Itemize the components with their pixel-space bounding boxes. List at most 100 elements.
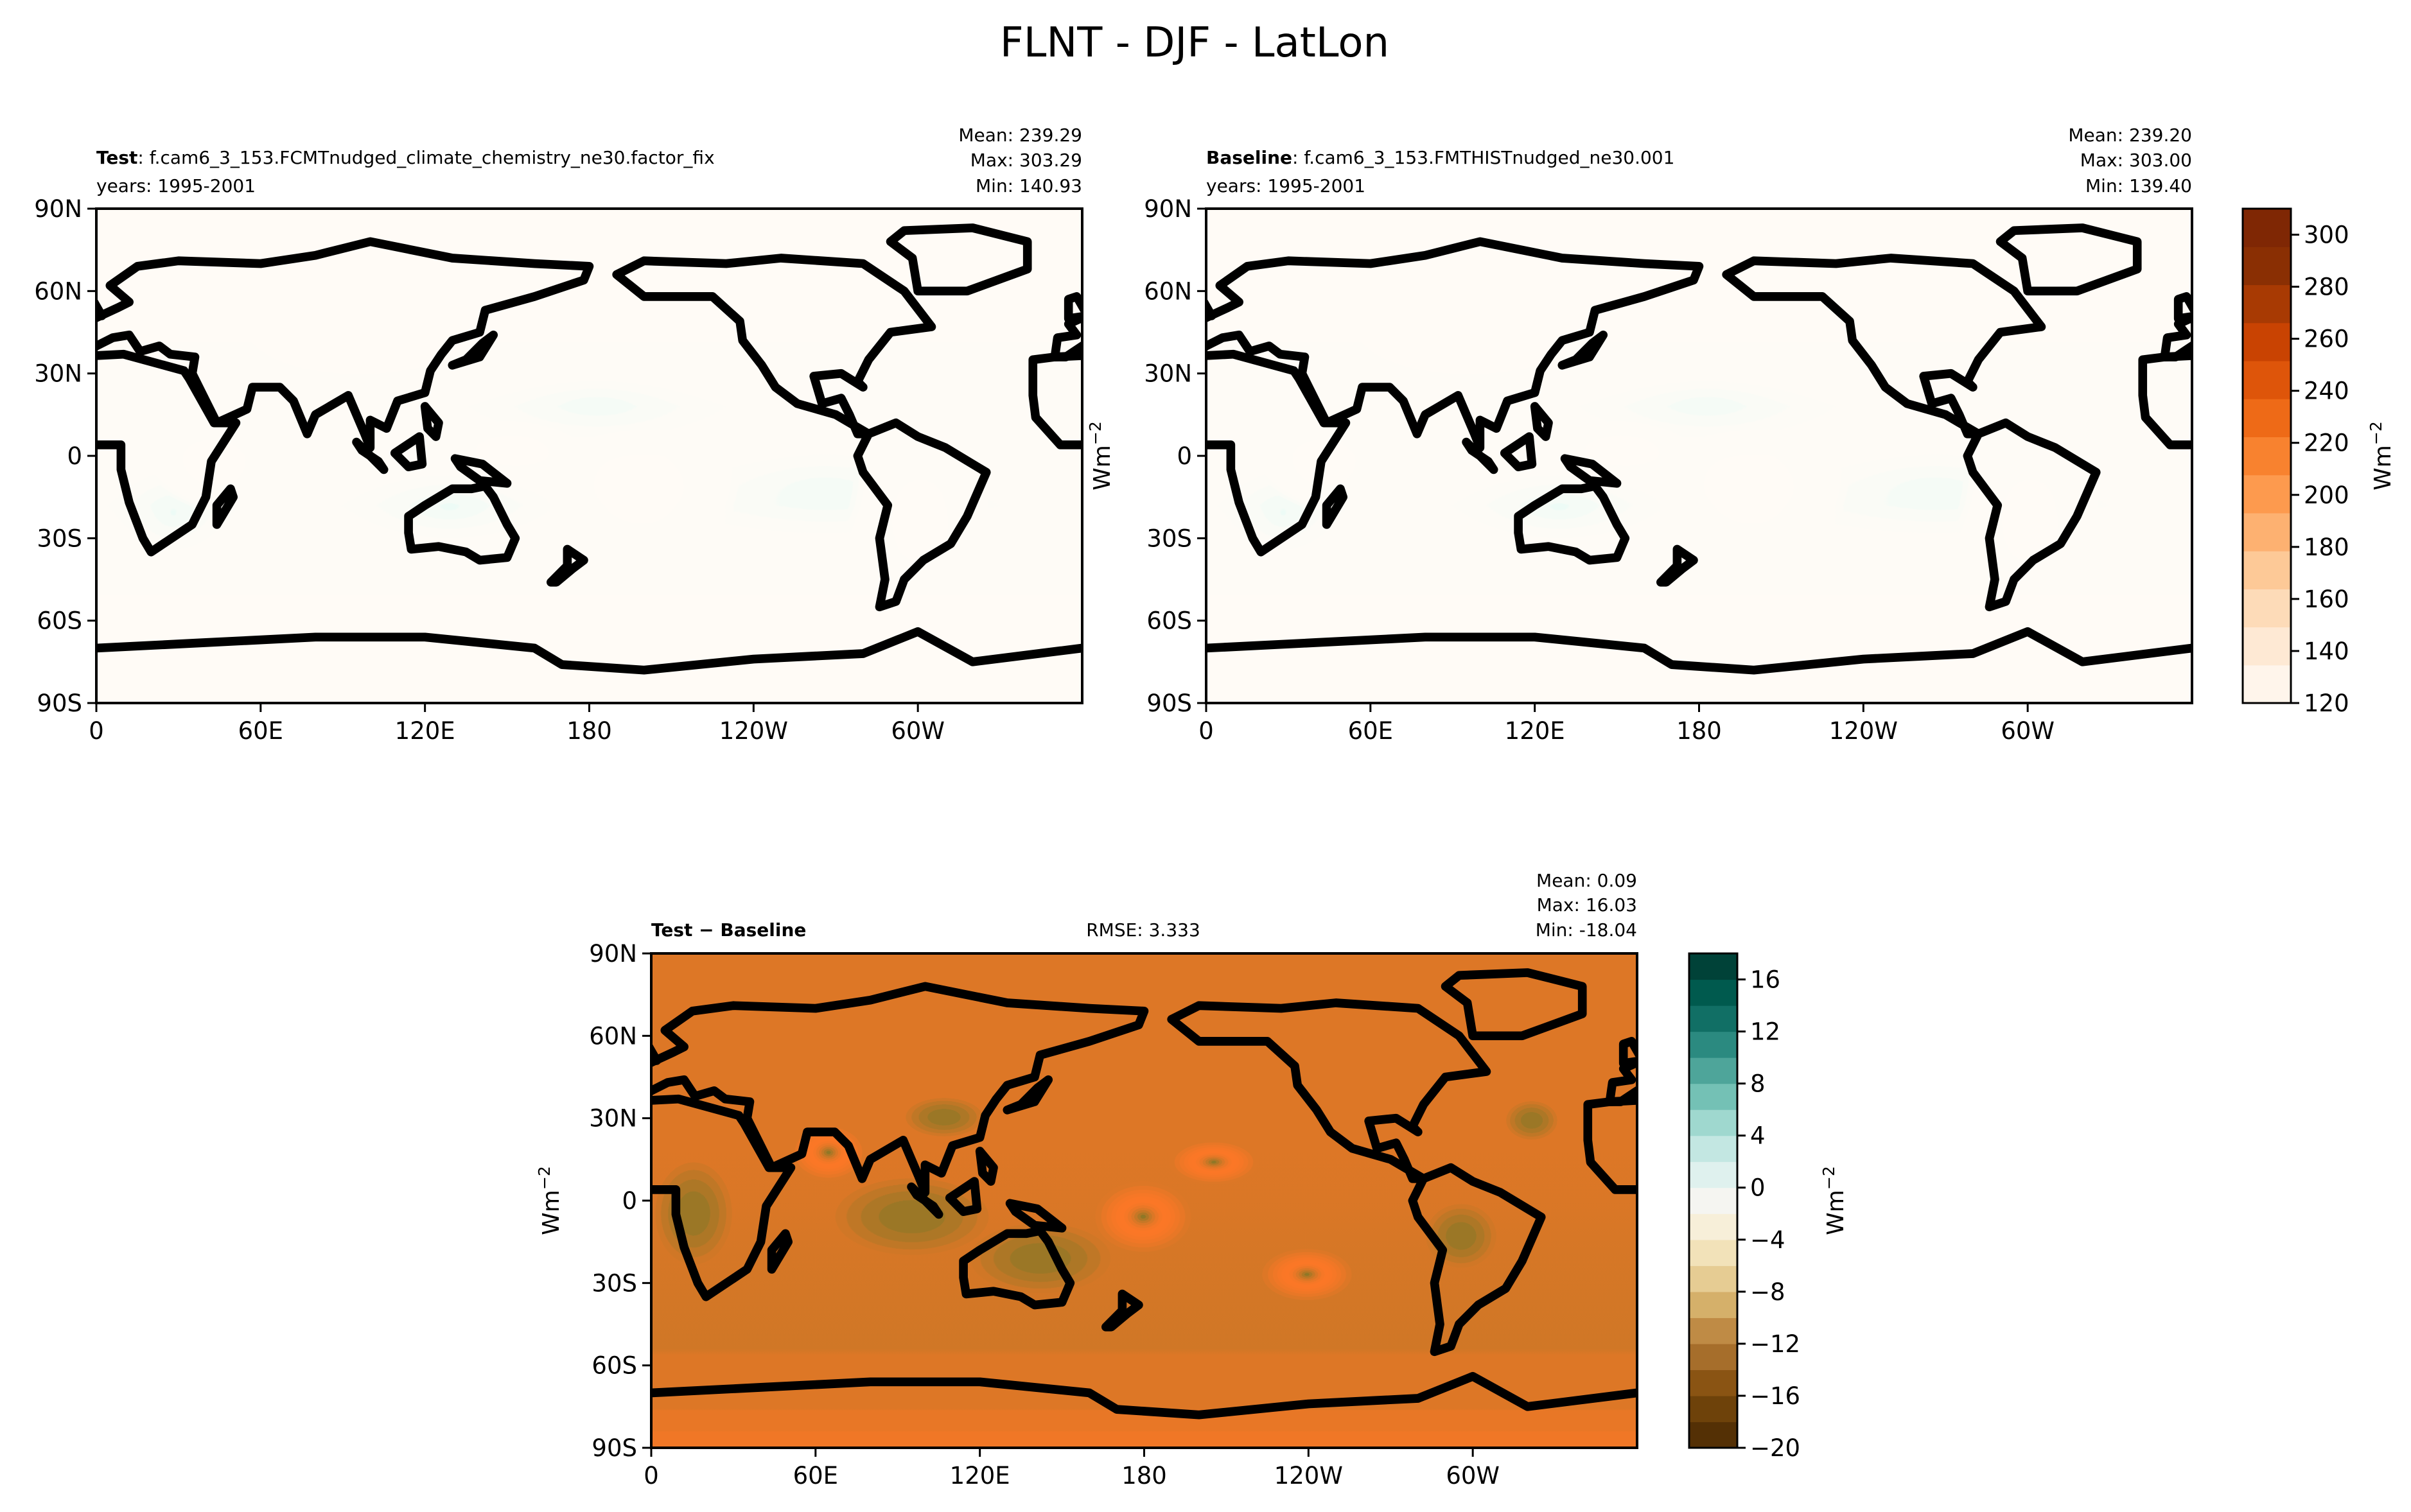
difference-xtick-label: 60E [793,1462,838,1490]
baseline-xtick-label: 0 [1198,717,1214,745]
colorbar-main-tick-label: 140 [2304,638,2349,665]
ticks-test: 90N 60N 30N 0 30S 60S 90S 0 60E 120E 180 120W 60W [34,195,945,745]
baseline-ytick-label: 30N [1144,360,1192,388]
colorbar-diff-tick-label: 12 [1750,1018,1780,1046]
difference-ytick-label: 30S [592,1269,637,1297]
colorbar-diff-tick-label: −16 [1750,1382,1800,1410]
baseline-xtick-label: 120W [1829,717,1898,745]
colorbar-diff-swatch [1689,1161,1737,1188]
colorbar-main-tick-label: 180 [2304,534,2349,561]
difference-ytick-label: 90N [589,940,637,968]
baseline-xtick-label: 60E [1348,717,1393,745]
colorbar-main-swatch [2243,665,2291,704]
colorbar-diff-swatch [1689,1239,1737,1266]
colorbar-main-tick-label: 260 [2304,326,2349,353]
difference-xtick-label: 120E [950,1462,1010,1490]
diff-mean: Mean: 0.09 [1536,870,1637,891]
colorbar-diff-swatch [1689,1057,1737,1084]
ylabel-difference: Wm−2 [535,1166,565,1235]
colorbar-diff-tick-label: −8 [1750,1278,1785,1306]
baseline-years: years: 1995-2001 [1206,175,1365,196]
test-ytick-label: 30N [34,360,82,388]
field-baseline [1206,209,2192,703]
colorbar-main-swatch [2243,627,2291,666]
baseline-ytick-label: 60N [1144,277,1192,305]
diff-max: Max: 16.03 [1537,894,1637,916]
test-label: Test: f.cam6_3_153.FCMTnudged_climate_ch… [96,147,715,168]
colorbar-diff-swatch [1689,1031,1737,1058]
colorbar-diff-swatch [1689,1291,1737,1318]
test-min: Min: 140.93 [976,175,1082,196]
colorbar-main-swatch [2243,551,2291,589]
difference-ytick-label: 90S [592,1434,637,1462]
colorbar-diff-swatch [1689,1109,1737,1136]
baseline-xtick-label: 180 [1676,717,1722,745]
colorbar-main-swatch [2243,247,2291,286]
colorbar-diff-swatch [1689,1135,1737,1162]
baseline-ytick-label: 90S [1146,690,1192,717]
colorbar-diff: −20 −16 −12 −8 −4 0 4 8 12 16 [1688,952,1800,1462]
colorbar-diff-tick-label: −20 [1750,1434,1800,1462]
colorbar-main-label: Wm−2 [2367,421,2396,491]
test-xtick-label: 180 [566,717,612,745]
baseline-ytick-label: 60S [1146,607,1192,635]
baseline-ytick-label: 30S [1146,525,1192,552]
test-xtick-label: 60W [891,717,945,745]
colorbar-main-swatch [2243,284,2291,324]
figure-title: FLNT - DJF - LatLon [1000,19,1389,67]
colorbar-main-swatch [2243,437,2291,476]
colorbar-main-swatch [2243,512,2291,552]
difference-xtick-label: 60W [1446,1462,1500,1490]
test-xtick-label: 120E [395,717,455,745]
test-years: years: 1995-2001 [96,175,256,196]
colorbar-main: 120 140 160 180 200 220 240 260 280 300 [2241,207,2349,717]
panel-baseline: Baseline: f.cam6_3_153.FMTHISTnudged_ne3… [1086,125,2193,745]
panel-test: Test: f.cam6_3_153.FCMTnudged_climate_ch… [34,125,1083,745]
test-xtick-label: 120W [719,717,788,745]
difference-ytick-label: 0 [622,1187,637,1215]
colorbar-diff-swatch [1689,1187,1737,1214]
difference-ytick-label: 60S [592,1352,637,1380]
test-ytick-label: 90S [37,690,82,717]
test-max: Max: 303.29 [970,150,1082,171]
panel-difference: Test − Baseline RMSE: 3.333 Mean: 0.09 M… [535,870,1638,1490]
colorbar-main-tick-label: 220 [2304,430,2349,457]
colorbar-main-tick-label: 240 [2304,378,2349,405]
field-difference [651,953,1637,1448]
test-mean: Mean: 239.29 [958,125,1082,146]
baseline-xtick-label: 120E [1505,717,1565,745]
baseline-label: Baseline: f.cam6_3_153.FMTHISTnudged_ne3… [1206,147,1674,168]
colorbar-main-swatch [2243,360,2291,399]
test-ytick-label: 90N [34,195,82,223]
colorbar-diff-tick-label: 4 [1750,1122,1766,1150]
colorbar-main-swatch [2243,209,2291,247]
colorbar-diff-swatch [1689,1317,1737,1344]
colorbar-main-swatch [2243,589,2291,628]
test-ytick-label: 30S [37,525,82,552]
colorbar-diff-tick-label: −12 [1750,1330,1800,1358]
difference-xtick-label: 180 [1121,1462,1167,1490]
colorbar-main-tick-label: 200 [2304,482,2349,509]
baseline-ytick-label: 90N [1144,195,1192,223]
baseline-xtick-label: 60W [2001,717,2055,745]
colorbar-diff-swatch [1689,953,1737,980]
diff-min: Min: -18.04 [1536,919,1637,941]
colorbar-diff-tick-label: 8 [1750,1070,1766,1098]
test-xtick-label: 0 [89,717,104,745]
colorbar-main-swatch [2243,322,2291,361]
colorbar-main-swatch [2243,399,2291,437]
diff-rmse: RMSE: 3.333 [1086,919,1200,941]
difference-xtick-label: 120W [1274,1462,1343,1490]
ylabel-test: Wm−2 [1086,421,1116,491]
baseline-min: Min: 139.40 [2085,175,2192,196]
colorbar-diff-swatch [1689,1343,1737,1371]
colorbar-diff-swatch [1689,1421,1737,1448]
colorbar-main-tick-label: 300 [2304,222,2349,249]
colorbar-diff-tick-label: 16 [1750,966,1780,994]
field-test [96,209,1082,703]
colorbar-main-swatch [2243,474,2291,514]
difference-ytick-label: 30N [589,1105,637,1133]
colorbar-main-tick-label: 160 [2304,586,2349,613]
